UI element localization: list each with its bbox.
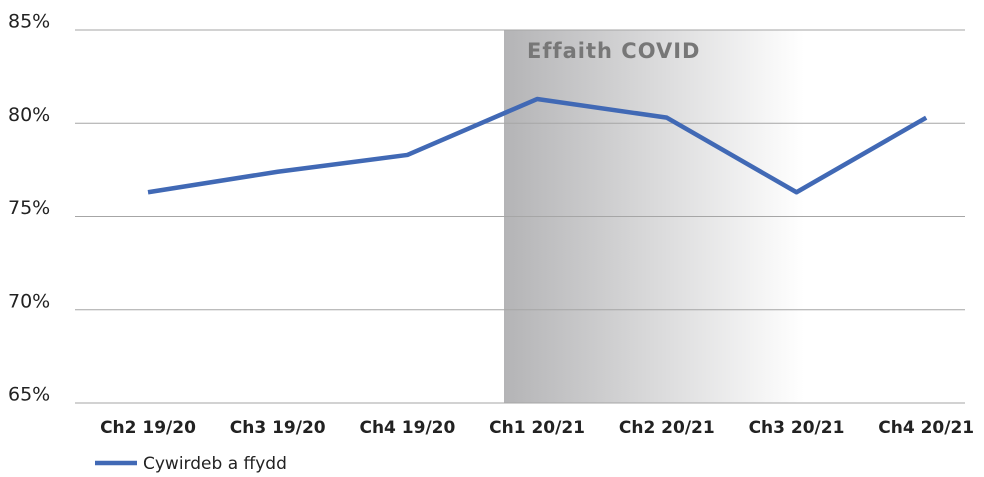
- legend-label: Cywirdeb a ffydd: [143, 454, 287, 474]
- x-tick-label: Ch1 20/21: [489, 418, 585, 438]
- y-tick-label: 75%: [8, 197, 50, 219]
- x-tick-label: Ch3 19/20: [230, 418, 326, 438]
- series-line: [147, 96, 928, 195]
- x-tick-label: Ch2 19/20: [100, 418, 196, 438]
- y-tick-label: 70%: [8, 290, 50, 312]
- y-tick-label: 80%: [8, 104, 50, 126]
- x-tick-label: Ch2 20/21: [619, 418, 715, 438]
- y-tick-label: 85%: [8, 11, 50, 33]
- y-tick-label: 65%: [8, 384, 50, 406]
- x-tick-label: Ch3 20/21: [749, 418, 845, 438]
- x-tick-label: Ch4 20/21: [878, 418, 974, 438]
- x-tick-label: Ch4 19/20: [359, 418, 455, 438]
- annotation: Effaith COVID: [527, 39, 700, 63]
